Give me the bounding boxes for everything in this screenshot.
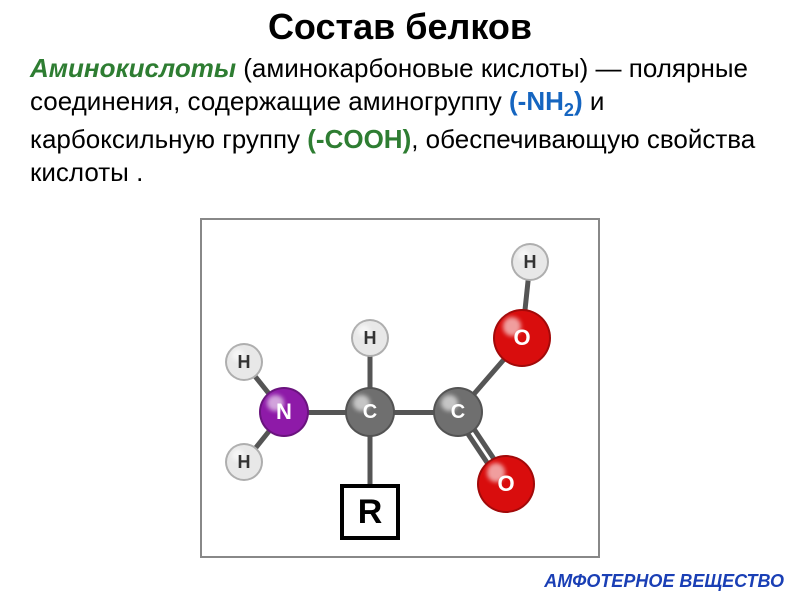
nh2-sub: 2 bbox=[564, 100, 574, 120]
term-aminoacids: Аминокислоты bbox=[30, 53, 236, 83]
atom-o2: O bbox=[477, 455, 535, 513]
nh2-close: ) bbox=[574, 86, 583, 116]
atom-h4: H bbox=[511, 243, 549, 281]
atom-c1: C bbox=[345, 387, 395, 437]
definition-text: Аминокислоты (аминокарбоновые кислоты) —… bbox=[0, 48, 800, 189]
atom-h3: H bbox=[351, 319, 389, 357]
molecule-diagram: NCCOOHHHHR bbox=[202, 220, 598, 556]
atom-h2: H bbox=[225, 443, 263, 481]
group-nh2: (-NH2) bbox=[509, 86, 583, 116]
group-cooh: (-COOH) bbox=[307, 124, 411, 154]
molecule-frame: NCCOOHHHHR bbox=[200, 218, 600, 558]
r-group: R bbox=[340, 484, 400, 540]
atom-c2: C bbox=[433, 387, 483, 437]
footer-note: АМФОТЕРНОЕ ВЕЩЕСТВО bbox=[544, 571, 784, 592]
atom-h1: H bbox=[225, 343, 263, 381]
nh2-text: (-NH bbox=[509, 86, 564, 116]
page-title: Состав белков bbox=[0, 0, 800, 48]
atom-n: N bbox=[259, 387, 309, 437]
atom-o1: O bbox=[493, 309, 551, 367]
